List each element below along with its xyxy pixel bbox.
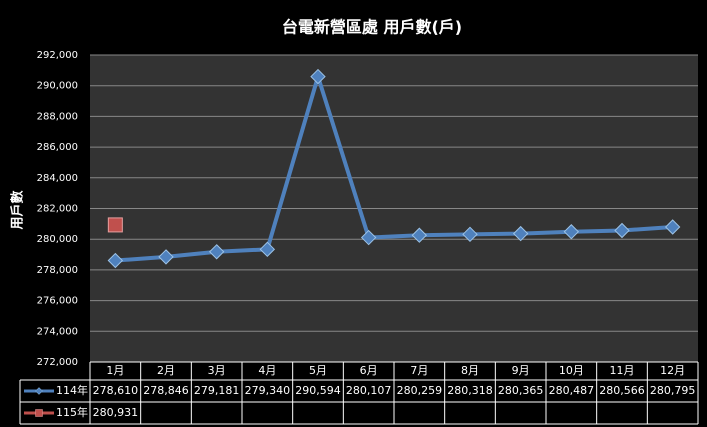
chart-title: 台電新營區處 用戶數(戶) [282, 18, 462, 37]
legend-label: 115年 [56, 405, 88, 419]
marker [411, 227, 428, 243]
y-tick-label: 282,000 [37, 204, 78, 215]
table-value: 280,107 [346, 384, 392, 397]
table-value: 279,340 [245, 384, 291, 397]
table-value: 278,610 [93, 384, 139, 397]
x-tick-label: 3月 [208, 364, 226, 377]
table-value: 290,594 [295, 384, 341, 397]
y-tick-label: 292,000 [37, 50, 78, 61]
y-tick-label: 286,000 [37, 142, 78, 153]
x-tick-label: 9月 [512, 364, 530, 377]
series-line [115, 74, 673, 263]
marker [208, 244, 225, 260]
marker [107, 217, 123, 233]
legend-marker [35, 387, 43, 395]
y-tick-label: 274,000 [37, 326, 78, 337]
table-value: 280,566 [599, 384, 645, 397]
y-tick-label: 288,000 [37, 111, 78, 122]
marker [563, 224, 580, 240]
marker [512, 225, 529, 242]
x-tick-label: 12月 [660, 364, 685, 377]
x-tick-label: 1月 [106, 364, 124, 377]
x-tick-label: 6月 [360, 364, 378, 377]
table-value: 280,318 [447, 384, 493, 397]
table-value: 280,365 [498, 384, 544, 397]
marker [310, 68, 326, 85]
marker [158, 249, 174, 265]
y-tick-label: 276,000 [37, 296, 78, 307]
table-value: 279,181 [194, 384, 240, 397]
table-value: 280,795 [650, 384, 696, 397]
x-tick-label: 2月 [157, 364, 175, 377]
y-tick-label: 284,000 [37, 173, 78, 184]
table-value: 280,487 [549, 384, 595, 397]
marker [614, 222, 630, 239]
y-tick-label: 272,000 [37, 357, 78, 368]
y-axis-label: 用戶數 [10, 190, 26, 230]
marker [462, 226, 478, 243]
y-tick-label: 290,000 [37, 81, 78, 92]
table-value: 280,259 [397, 384, 443, 397]
marker [664, 219, 681, 235]
x-tick-label: 7月 [410, 364, 428, 377]
table-value: 280,931 [93, 406, 139, 419]
x-tick-label: 4月 [258, 364, 276, 377]
x-tick-label: 8月 [461, 364, 479, 377]
marker [360, 229, 377, 246]
x-tick-label: 5月 [309, 364, 327, 377]
legend-label: 114年 [56, 383, 88, 397]
legend-marker [35, 409, 43, 417]
y-tick-label: 280,000 [37, 234, 78, 245]
x-tick-label: 11月 [610, 364, 635, 377]
marker [107, 252, 124, 269]
marker [259, 241, 276, 258]
table-value: 278,846 [143, 384, 189, 397]
x-tick-label: 10月 [559, 364, 584, 377]
y-tick-label: 278,000 [37, 265, 78, 276]
